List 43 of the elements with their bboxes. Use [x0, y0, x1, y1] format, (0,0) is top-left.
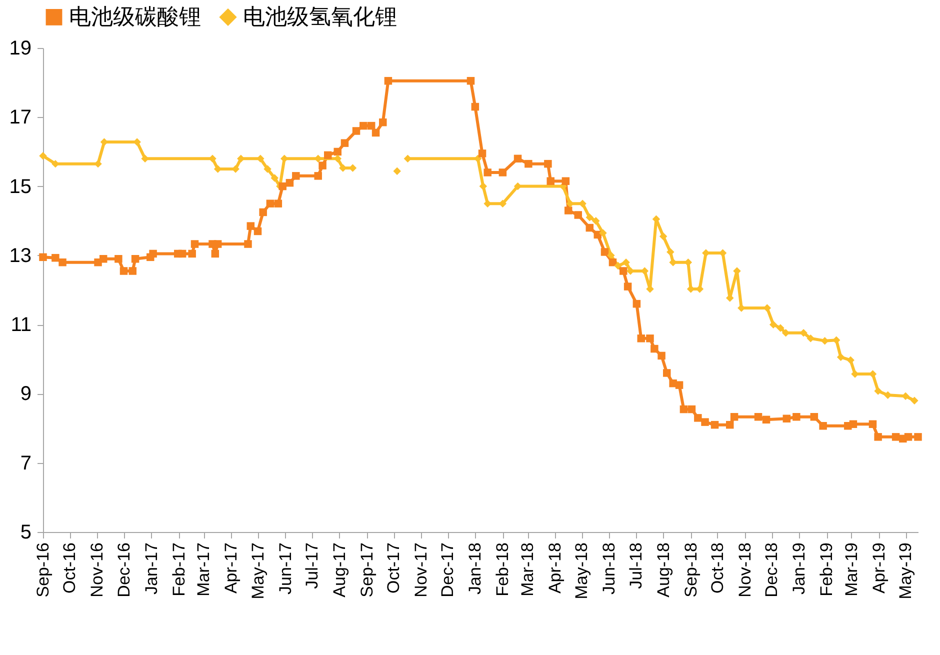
x-tick-label: Mar-18	[518, 542, 538, 596]
x-tick-label: Jun-18	[600, 542, 619, 594]
x-tick-label: Jun-17	[276, 542, 295, 594]
x-tick-label: Oct-17	[384, 542, 404, 594]
x-tick-label: Jan-19	[790, 542, 809, 594]
x-tick-label: May-17	[248, 542, 268, 600]
y-tick-label: 17	[9, 106, 32, 129]
x-tick-label: Dec-18	[762, 542, 782, 598]
x-tick-label: Oct-16	[60, 542, 80, 594]
y-tick-label: 15	[9, 176, 32, 198]
x-tick-label: Aug-17	[330, 542, 349, 598]
x-tick-label: Dec-16	[114, 542, 134, 598]
y-tick-label: 13	[9, 244, 32, 267]
legend-label: 电池级碳酸锂	[69, 4, 201, 30]
x-tick-label: Nov-18	[735, 542, 754, 598]
x-tick-label: Apr-18	[546, 542, 565, 594]
x-tick-label: Feb-18	[493, 542, 512, 596]
x-tick-label: Nov-16	[88, 542, 107, 598]
x-tick-label: Jul-18	[626, 542, 646, 589]
x-tick-label: Dec-17	[438, 542, 458, 598]
x-tick-label: Mar-19	[842, 542, 861, 596]
y-tick-label: 19	[9, 38, 32, 60]
x-tick-label: Aug-18	[654, 542, 673, 598]
x-tick-label: Jul-17	[302, 542, 322, 589]
x-tick-label: May-18	[572, 542, 592, 600]
x-tick-label: Jan-18	[466, 542, 485, 594]
x-tick-label: Feb-17	[169, 542, 188, 596]
x-tick-label: Oct-18	[708, 542, 727, 594]
x-tick-label: Apr-19	[869, 542, 888, 594]
x-tick-label: May-19	[896, 542, 916, 600]
x-tick-label: Nov-17	[412, 542, 431, 598]
y-tick-label: 7	[20, 452, 32, 474]
y-tick-label: 9	[20, 383, 32, 406]
x-tick-label: Sep-17	[357, 542, 376, 598]
x-tick-label: Sep-16	[34, 542, 52, 598]
x-tick-label: Apr-17	[222, 542, 241, 594]
x-tick-label: Sep-18	[681, 542, 700, 598]
y-tick-label: 5	[20, 522, 32, 544]
x-tick-label: Feb-19	[817, 542, 836, 596]
y-tick-label: 11	[10, 314, 32, 336]
x-tick-label: Mar-17	[194, 542, 214, 596]
legend-label: 电池级氢氧化锂	[243, 4, 397, 30]
x-tick-label: Jan-17	[142, 542, 161, 594]
